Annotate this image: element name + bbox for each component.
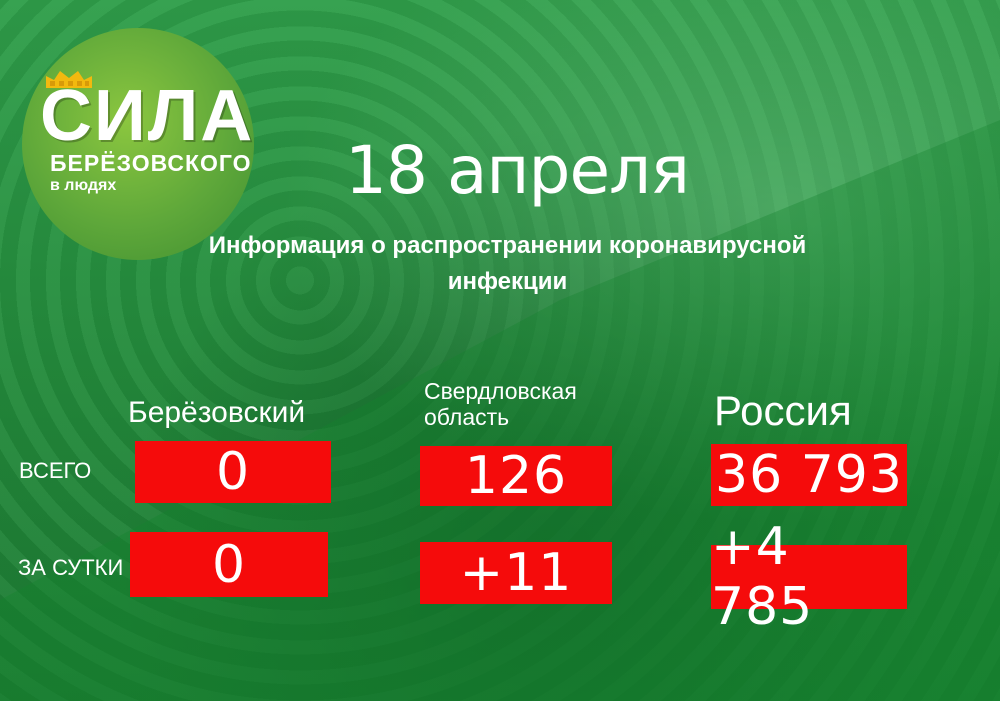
logo-subtitle: БЕРЁЗОВСКОГО (50, 150, 252, 176)
value-russia-total: 36 793 (711, 444, 907, 506)
info-heading-line2: инфекции (447, 268, 568, 295)
value-russia-day: +4 785 (711, 517, 907, 637)
value-berezovsky-day: 0 (130, 532, 328, 597)
column-header-sverdlovsk-line2: область (424, 404, 510, 430)
row-label-total: ВСЕГО (19, 458, 92, 483)
value-sverdlovsk-day: +11 (420, 542, 612, 604)
logo-title: СИЛА (40, 76, 255, 156)
value-sverdlovsk-total: 126 (420, 446, 612, 506)
logo-tagline: в людях (50, 177, 117, 194)
column-header-sverdlovsk-line1: Свердловская (424, 378, 577, 404)
logo-circle (22, 28, 254, 260)
info-heading: Информация о распространении коронавирус… (175, 228, 840, 300)
info-heading-line1: Информация о распространении коронавирус… (208, 232, 807, 259)
value-berezovsky-total: 0 (135, 441, 331, 503)
column-header-sverdlovsk: Свердловская область (424, 378, 634, 430)
crown-icon (46, 71, 92, 88)
column-header-russia: Россия (714, 387, 852, 434)
row-label-day: ЗА СУТКИ (18, 555, 124, 580)
date-heading: 18 апреля (345, 132, 690, 209)
column-header-berezovsky: Берёзовский (128, 396, 306, 429)
